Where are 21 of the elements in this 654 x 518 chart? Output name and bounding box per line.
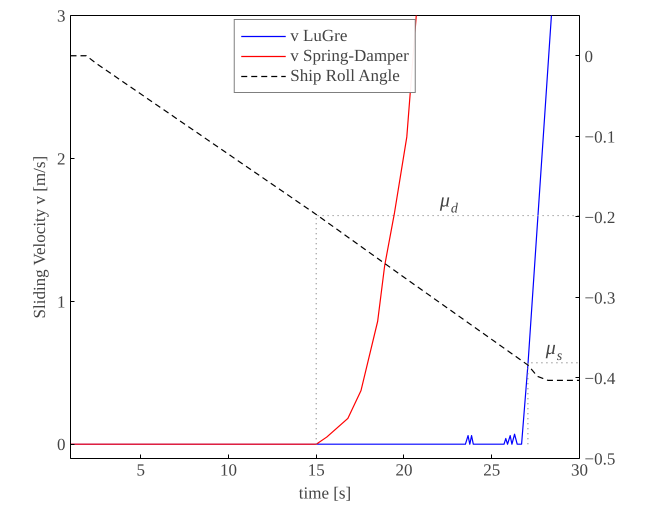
x-tick-label: 25	[483, 460, 500, 480]
x-axis-title: time [s]	[298, 484, 352, 502]
x-tick-label: 20	[395, 460, 412, 480]
x-tick-label: 30	[571, 460, 588, 480]
y-axis-title: Sliding Velocity v [m/s]	[30, 156, 49, 318]
y-tick-label: 3	[57, 6, 66, 26]
y2-tick-label: −0.4	[584, 368, 616, 388]
y-tick-label: 0	[57, 435, 66, 454]
legend-label: v Spring-Damper	[290, 46, 409, 66]
x-tick-label: 10	[220, 460, 237, 480]
y-tick-label: 2	[57, 149, 66, 168]
legend-label: Ship Roll Angle	[290, 66, 400, 86]
y-tick-label: 1	[57, 292, 66, 312]
legend-label: v LuGre	[290, 26, 348, 46]
x-tick-label: 5	[136, 460, 145, 480]
y2-tick-label: −0.3	[584, 288, 616, 308]
line-series	[70, 16, 417, 445]
y2-tick-label: 0	[584, 46, 593, 66]
y2-tick-label: −0.1	[584, 127, 616, 146]
x-tick-label: 15	[308, 460, 325, 480]
y2-tick-label: −0.2	[584, 208, 616, 227]
